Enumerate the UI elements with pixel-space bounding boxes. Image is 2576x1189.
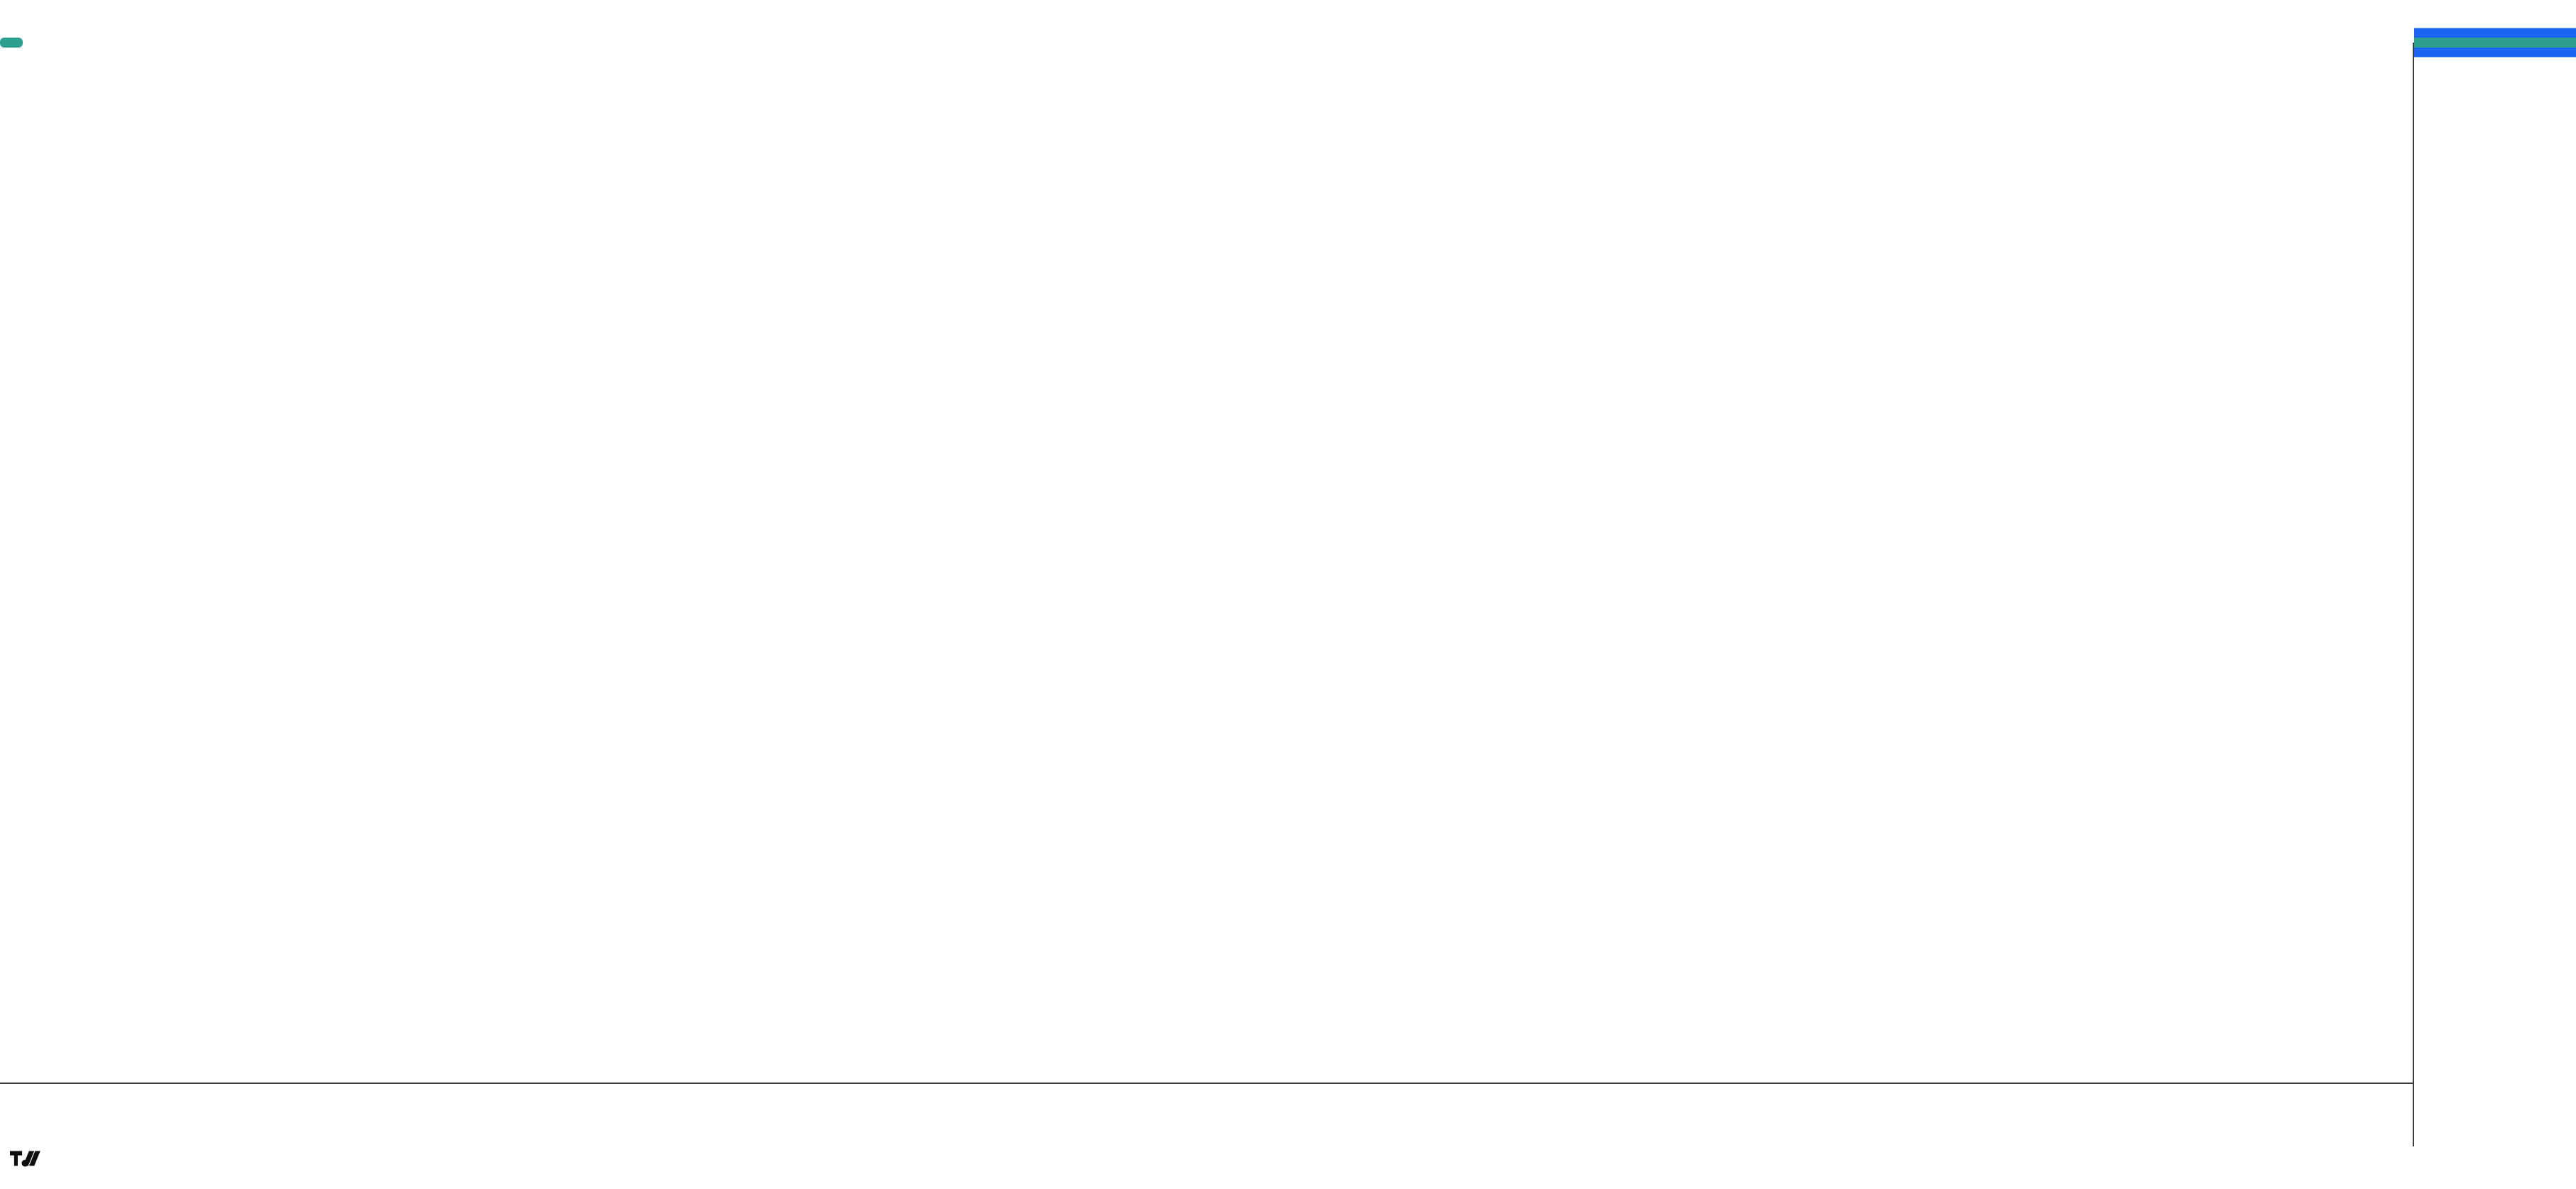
chart-frame [0, 28, 2576, 1148]
tradingview-logo-icon [10, 1151, 40, 1167]
footer [0, 1146, 2576, 1189]
price-tick-list [2414, 43, 2576, 1083]
price-axis[interactable] [2413, 28, 2576, 1146]
tradingview-logo[interactable] [10, 1151, 51, 1171]
symbol-price-tag[interactable] [0, 38, 23, 48]
current-price-tag [2414, 38, 2576, 48]
symbol-tag-name [0, 38, 23, 48]
chart-canvas [0, 43, 2413, 1083]
chart-plot-area[interactable] [0, 43, 2413, 1083]
time-axis[interactable] [0, 1083, 2413, 1148]
